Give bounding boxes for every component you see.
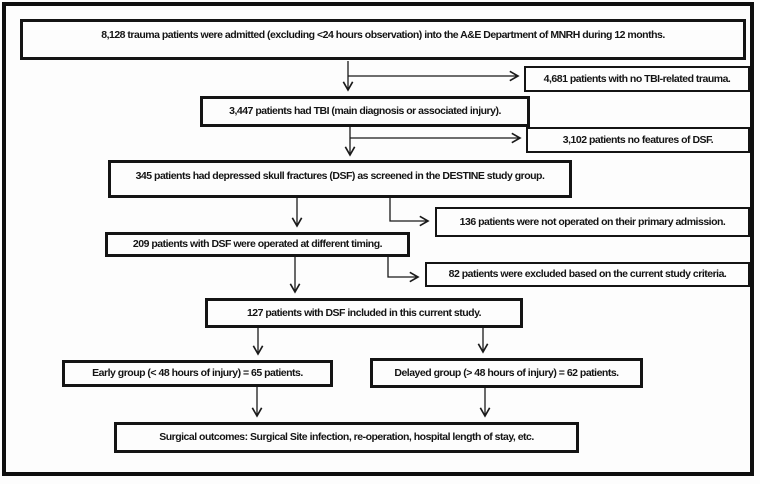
box-not-operated: 136 patients were not operated on their …: [435, 207, 750, 237]
box-no-tbi: 4,681 patients with no TBI-related traum…: [524, 66, 750, 92]
box-tbi: 3,447 patients had TBI (main diagnosis o…: [200, 96, 530, 127]
box-dsf: 345 patients had depressed skull fractur…: [108, 160, 572, 198]
figure-outer-border: [2, 2, 754, 476]
box-operated: 209 patients with DSF were operated at d…: [105, 232, 410, 257]
box-included: 127 patients with DSF included in this c…: [205, 298, 523, 328]
box-excluded: 82 patients were excluded based on the c…: [425, 262, 750, 287]
box-admitted: 8,128 trauma patients were admitted (exc…: [20, 19, 746, 60]
box-no-dsf: 3,102 patients no features of DSF.: [526, 127, 750, 153]
box-delayed-group: Delayed group (> 48 hours of injury) = 6…: [370, 358, 643, 388]
box-surgical-outcomes: Surgical outcomes: Surgical Site infecti…: [114, 422, 579, 453]
box-early-group: Early group (< 48 hours of injury) = 65 …: [62, 360, 333, 387]
